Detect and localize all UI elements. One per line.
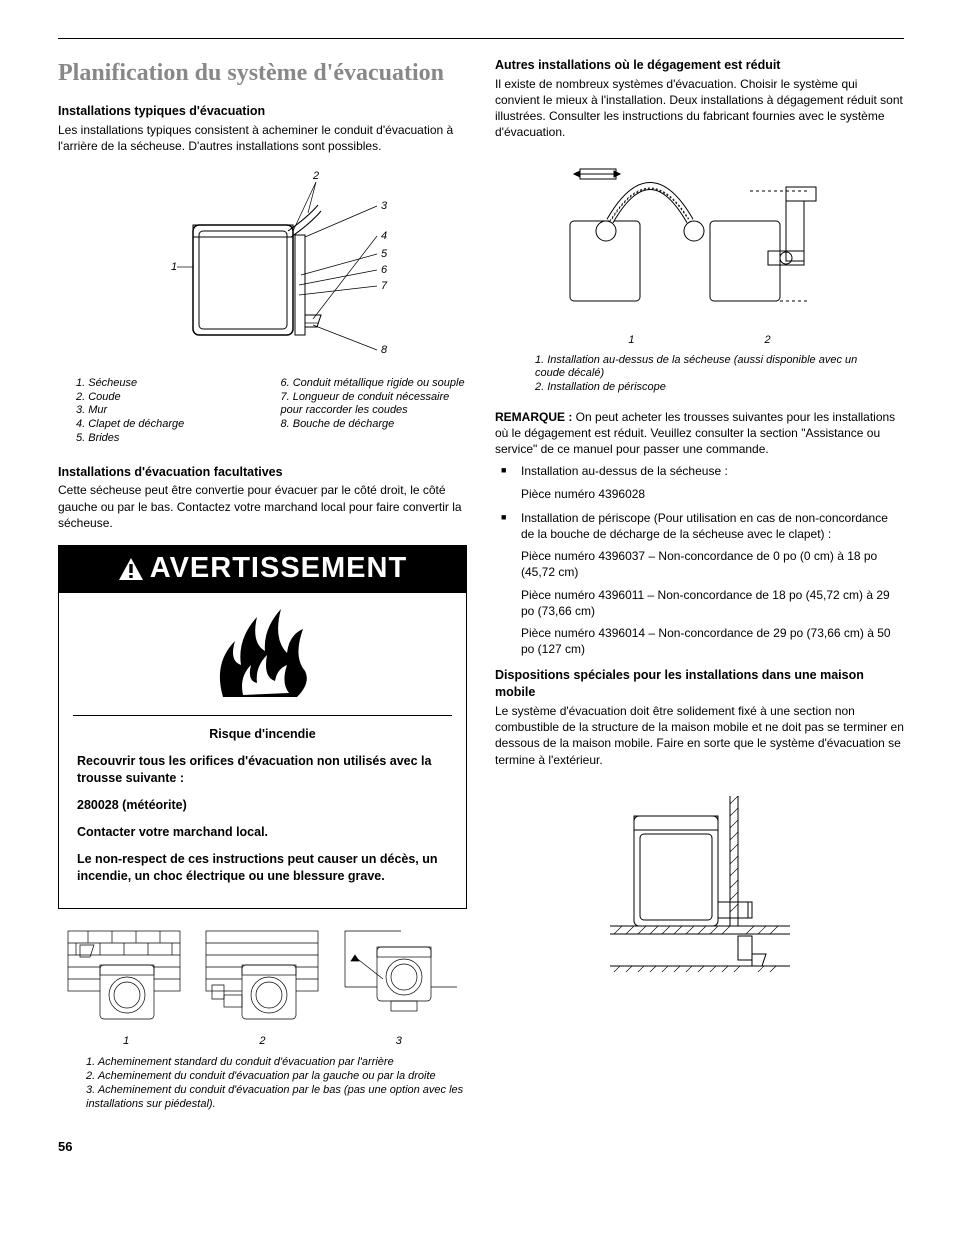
list-sub: Pièce numéro 4396037 – Non-concordance d… [521, 548, 904, 580]
two-column-layout: Planification du système d'évacuation In… [58, 57, 904, 1112]
list-item: Installation de périscope (Pour utilisat… [495, 510, 904, 658]
list-text: Installation de périscope (Pour utilisat… [521, 511, 888, 541]
fig-label-6: 6 [381, 264, 388, 276]
fig-label-2: 2 [312, 170, 319, 182]
warning-header: AVERTISSEMENT [59, 546, 466, 593]
fig-label-4: 4 [381, 230, 387, 242]
fig-label-8: 8 [381, 344, 388, 356]
fig-label-5: 5 [381, 248, 388, 260]
para-mobile: Le système d'évacuation doit être solide… [495, 703, 904, 768]
legend-item: 3. Acheminement du conduit d'évacuation … [86, 1083, 467, 1112]
legend-reduced: 1. Installation au-dessus de la sécheuse… [535, 354, 864, 395]
para-optional: Cette sécheuse peut être convertie pour … [58, 482, 467, 531]
rule-top [58, 38, 904, 39]
remarque-label: REMARQUE : [495, 410, 576, 424]
legend-item: 4. Clapet de décharge [76, 418, 263, 432]
subhead-mobile: Dispositions spéciales pour les installa… [495, 667, 904, 701]
left-column: Planification du système d'évacuation In… [58, 57, 467, 1112]
reduced-fig-numbers: 1 2 [495, 333, 904, 348]
fig-num: 2 [194, 1034, 330, 1049]
fig-num: 3 [331, 1034, 467, 1049]
fig-num: 2 [765, 333, 771, 348]
figure-typical-install: 1 2 3 4 5 6 7 8 [58, 165, 467, 369]
warning-line: Contacter votre marchand local. [77, 824, 448, 841]
section-title: Planification du système d'évacuation [58, 57, 467, 89]
remarque-para: REMARQUE : On peut acheter les trousses … [495, 409, 904, 458]
fig-label-7: 7 [381, 280, 388, 292]
legend-item: 2. Coude [76, 391, 263, 405]
routing-fig-1 [58, 927, 190, 1031]
legend-item: 7. Longueur de conduit nécessaire pour r… [281, 391, 468, 419]
list-sub: Pièce numéro 4396014 – Non-concordance d… [521, 625, 904, 657]
figure-row-routing [58, 927, 467, 1031]
kits-list: Installation au-dessus de la sécheuse : … [495, 463, 904, 657]
legend-item: 3. Mur [76, 404, 263, 418]
warning-box: AVERTISSEMENT Risque d'incendie Recouvri… [58, 545, 467, 909]
list-item: Installation au-dessus de la sécheuse : … [495, 463, 904, 501]
right-column: Autres installations où le dégagement es… [495, 57, 904, 1112]
fig-num: 1 [58, 1034, 194, 1049]
figure-mobile-home [495, 786, 904, 980]
list-sub: Pièce numéro 4396028 [521, 486, 904, 502]
routing-fig-2 [196, 927, 328, 1031]
subhead-typical: Installations typiques d'évacuation [58, 103, 467, 120]
page-number: 56 [58, 1138, 904, 1156]
fig-label-1: 1 [171, 261, 177, 273]
warning-line: Le non-respect de ces instructions peut … [77, 851, 448, 885]
para-typical: Les installations typiques consistent à … [58, 122, 467, 154]
legend-item: 1. Acheminement standard du conduit d'év… [86, 1055, 467, 1069]
warning-risk-heading: Risque d'incendie [77, 726, 448, 743]
list-sub: Pièce numéro 4396011 – Non-concordance d… [521, 587, 904, 619]
legend-item: 1. Installation au-dessus de la sécheuse… [535, 354, 864, 382]
routing-fig-numbers: 1 2 3 [58, 1034, 467, 1049]
figure-reduced-clearance [495, 151, 904, 325]
routing-fig-3 [335, 927, 467, 1031]
list-text: Installation au-dessus de la sécheuse : [521, 464, 728, 478]
warning-line: Recouvrir tous les orifices d'évacuation… [77, 753, 448, 787]
legend-item: 2. Acheminement du conduit d'évacuation … [86, 1069, 467, 1083]
legend-item: 8. Bouche de décharge [281, 418, 468, 432]
legend-typical: 1. Sécheuse 2. Coude 3. Mur 4. Clapet de… [76, 377, 467, 446]
fig-num: 1 [628, 333, 634, 348]
warning-line: 280028 (météorite) [77, 797, 448, 814]
fire-icon [59, 593, 466, 713]
legend-item: 5. Brides [76, 432, 263, 446]
legend-item: 6. Conduit métallique rigide ou souple [281, 377, 468, 391]
subhead-reduced: Autres installations où le dégagement es… [495, 57, 904, 74]
subhead-optional: Installations d'évacuation facultatives [58, 464, 467, 481]
legend-item: 1. Sécheuse [76, 377, 263, 391]
legend-routing: 1. Acheminement standard du conduit d'év… [86, 1055, 467, 1112]
warning-title: AVERTISSEMENT [150, 549, 407, 588]
para-reduced: Il existe de nombreux systèmes d'évacuat… [495, 76, 904, 141]
warning-body: Risque d'incendie Recouvrir tous les ori… [59, 726, 466, 884]
legend-item: 2. Installation de périscope [535, 381, 864, 395]
warning-triangle-icon [118, 557, 144, 581]
fig-label-3: 3 [381, 200, 388, 212]
warning-rule [73, 715, 452, 716]
